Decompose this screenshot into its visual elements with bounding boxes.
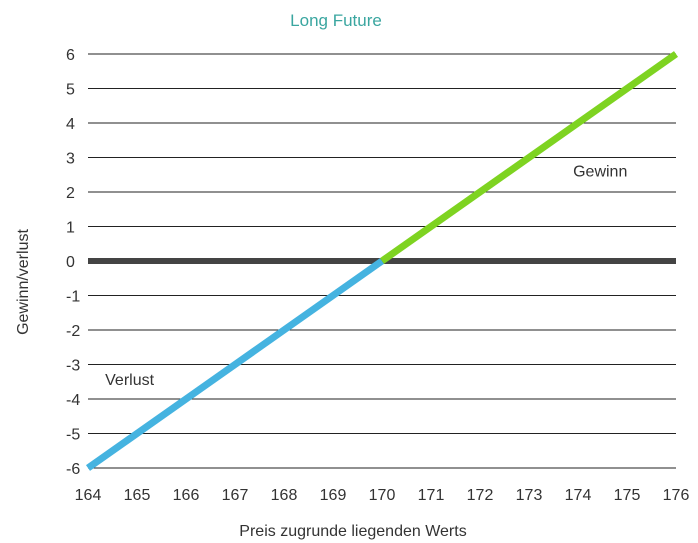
x-tick-label: 169 [320,487,347,504]
y-tick-label: -4 [66,392,80,409]
x-tick-label: 168 [271,487,298,504]
annotations: Gewinn Verlust [105,163,627,389]
x-tick-label: 164 [75,487,102,504]
y-tick-label: 2 [66,185,75,202]
y-tick-label: -1 [66,289,80,306]
grid-lines [88,53,676,469]
y-tick-label: 4 [66,116,75,133]
y-tick-label: -2 [66,323,80,340]
x-tick-label: 170 [369,487,396,504]
chart-title: Long Future [290,11,382,30]
y-tick-label: 5 [66,82,75,99]
x-tick-label: 175 [614,487,641,504]
x-tick-label: 172 [467,487,494,504]
x-tick-label: 167 [222,487,249,504]
x-tick-label: 171 [418,487,445,504]
y-tick-label: -5 [66,427,80,444]
x-axis-label: Preis zugrunde liegenden Werts [239,523,466,540]
y-tick-label: -3 [66,358,80,375]
y-axis-label: Gewinn/verlust [15,229,32,335]
y-tick-label: -6 [66,461,80,478]
y-axis-ticks: 6 5 4 3 2 1 0 -1 -2 -3 -4 -5 -6 [66,47,80,478]
series-lines [85,51,679,471]
y-tick-label: 0 [66,254,75,271]
x-tick-label: 166 [173,487,200,504]
annotation-label: Gewinn [573,163,627,180]
series-line-loss [85,258,385,471]
series-line-gain [379,51,679,264]
y-tick-label: 6 [66,47,75,64]
x-tick-label: 176 [663,487,690,504]
annotation-label: Verlust [105,372,154,389]
x-tick-label: 174 [565,487,592,504]
x-tick-label: 165 [124,487,151,504]
y-tick-label: 1 [66,220,75,237]
x-tick-label: 173 [516,487,543,504]
y-tick-label: 3 [66,151,75,168]
x-axis-ticks: 164 165 166 167 168 169 170 171 172 173 174 175 176 [75,487,690,504]
